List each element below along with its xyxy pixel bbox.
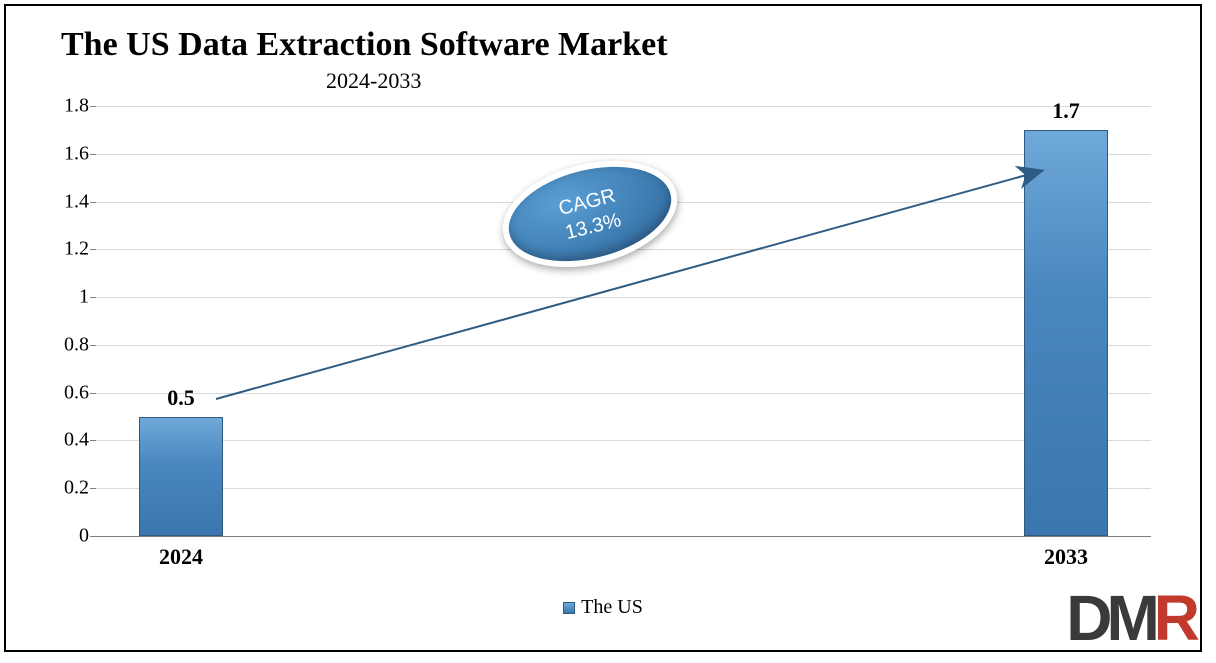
y-tick xyxy=(90,106,96,107)
logo-letter-m: M xyxy=(1106,582,1153,654)
bar-value-label: 1.7 xyxy=(1052,98,1080,124)
chart-title: The US Data Extraction Software Market xyxy=(61,26,668,64)
bar-2024 xyxy=(139,417,223,536)
y-tick-label: 1.8 xyxy=(39,95,89,118)
x-axis-line xyxy=(96,536,1151,537)
legend: The US xyxy=(6,596,1200,619)
logo-letter-r: R xyxy=(1154,582,1194,654)
gridline xyxy=(96,393,1151,394)
y-tick-label: 1 xyxy=(39,286,89,309)
y-tick xyxy=(90,297,96,298)
gridline xyxy=(96,345,1151,346)
gridline xyxy=(96,488,1151,489)
y-tick xyxy=(90,393,96,394)
y-tick-label: 0.8 xyxy=(39,333,89,356)
logo-letter-d: D xyxy=(1066,582,1106,654)
dmr-logo: DMR xyxy=(1066,586,1194,650)
y-tick xyxy=(90,345,96,346)
y-tick-label: 0 xyxy=(39,525,89,548)
x-label-0: 2024 xyxy=(159,544,203,570)
y-tick-label: 0.2 xyxy=(39,477,89,500)
x-label-1: 2033 xyxy=(1044,544,1088,570)
legend-label: The US xyxy=(581,596,643,618)
chart-subtitle: 2024-2033 xyxy=(326,68,421,94)
bar-value-label: 0.5 xyxy=(167,385,195,411)
gridline xyxy=(96,106,1151,107)
bar-2033 xyxy=(1024,130,1108,536)
y-tick-label: 1.2 xyxy=(39,238,89,261)
y-tick-label: 0.6 xyxy=(39,381,89,404)
chart-frame: The US Data Extraction Software Market 2… xyxy=(4,4,1202,652)
y-tick-label: 0.4 xyxy=(39,429,89,452)
y-tick xyxy=(90,440,96,441)
y-tick xyxy=(90,202,96,203)
legend-swatch xyxy=(563,602,575,614)
gridline xyxy=(96,440,1151,441)
y-tick xyxy=(90,249,96,250)
gridline xyxy=(96,154,1151,155)
y-tick-label: 1.6 xyxy=(39,142,89,165)
y-tick xyxy=(90,154,96,155)
gridline xyxy=(96,297,1151,298)
y-tick xyxy=(90,488,96,489)
y-tick-label: 1.4 xyxy=(39,190,89,213)
